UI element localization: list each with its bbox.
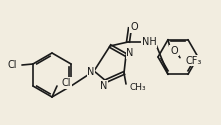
Text: N: N <box>100 81 108 91</box>
Text: Cl: Cl <box>8 60 17 70</box>
Text: N: N <box>87 67 95 77</box>
Text: Cl: Cl <box>62 78 72 88</box>
Text: CH₃: CH₃ <box>130 82 147 92</box>
Text: O: O <box>130 22 138 32</box>
Text: CF₃: CF₃ <box>186 56 202 66</box>
Text: N: N <box>126 48 134 58</box>
Text: O: O <box>170 46 178 56</box>
Text: NH: NH <box>142 37 156 47</box>
